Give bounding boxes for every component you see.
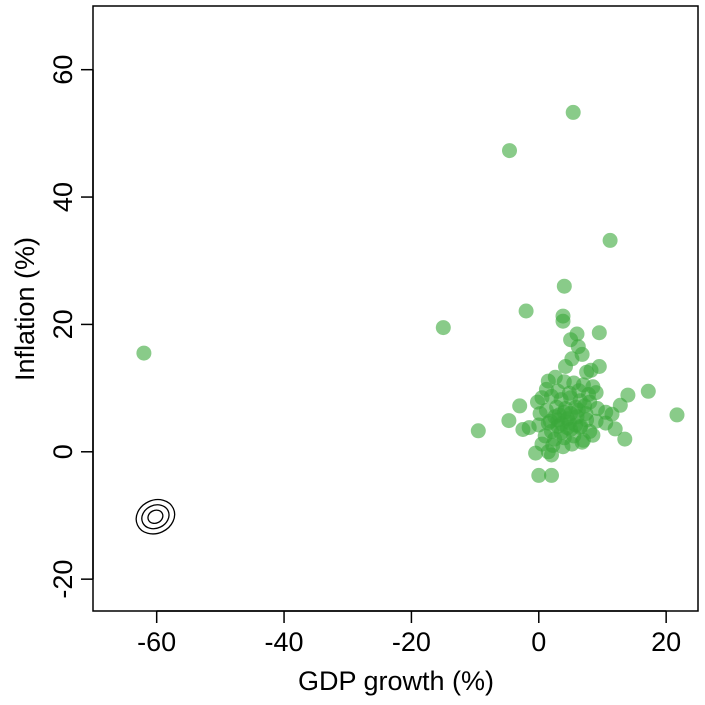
data-point (591, 325, 607, 341)
data-point (556, 278, 572, 294)
y-tick-label: 60 (48, 55, 78, 85)
data-point (512, 398, 528, 414)
x-tick-label: 0 (531, 627, 546, 657)
x-tick-label: -60 (137, 627, 176, 657)
contour-ring (141, 504, 170, 530)
data-point (579, 364, 595, 380)
data-point (617, 431, 633, 447)
data-point (544, 467, 559, 483)
contour-ring (147, 509, 164, 525)
data-point (558, 359, 573, 374)
data-point (435, 320, 451, 336)
data-point (531, 467, 547, 483)
data-point (544, 447, 559, 463)
data-point (669, 407, 685, 423)
x-tick-label: -40 (265, 627, 304, 657)
plot-frame (92, 5, 699, 612)
contour-ring (135, 498, 176, 535)
data-point (528, 445, 544, 461)
data-point (470, 423, 486, 439)
data-point (561, 415, 577, 430)
data-point (585, 427, 601, 443)
data-point (591, 359, 607, 374)
density-contour (135, 498, 176, 535)
x-tick-label: 20 (651, 627, 681, 657)
data-point (578, 406, 594, 422)
data-point (565, 104, 581, 120)
y-axis-title: Inflation (%) (10, 237, 40, 381)
data-point (589, 401, 605, 416)
y-tick-label: -20 (48, 560, 78, 599)
y-tick-label: 0 (48, 444, 78, 459)
points-layer (136, 104, 685, 483)
data-point (573, 418, 589, 434)
data-point (607, 421, 623, 437)
data-point (136, 345, 152, 361)
x-tick-label: -20 (392, 627, 431, 657)
data-point (574, 434, 590, 450)
x-axis: -60 -40 -20 0 20 (137, 610, 681, 657)
data-point (555, 313, 571, 329)
y-tick-label: 20 (48, 309, 78, 339)
data-point (518, 303, 534, 319)
data-point (542, 413, 558, 429)
data-point (620, 387, 636, 403)
data-point (640, 383, 656, 399)
y-axis: -20 0 20 40 60 (48, 55, 94, 599)
data-point (501, 413, 517, 429)
x-axis-title: GDP growth (%) (298, 666, 494, 696)
data-point (602, 232, 618, 248)
y-tick-label: 40 (48, 182, 78, 212)
data-point (502, 143, 517, 159)
